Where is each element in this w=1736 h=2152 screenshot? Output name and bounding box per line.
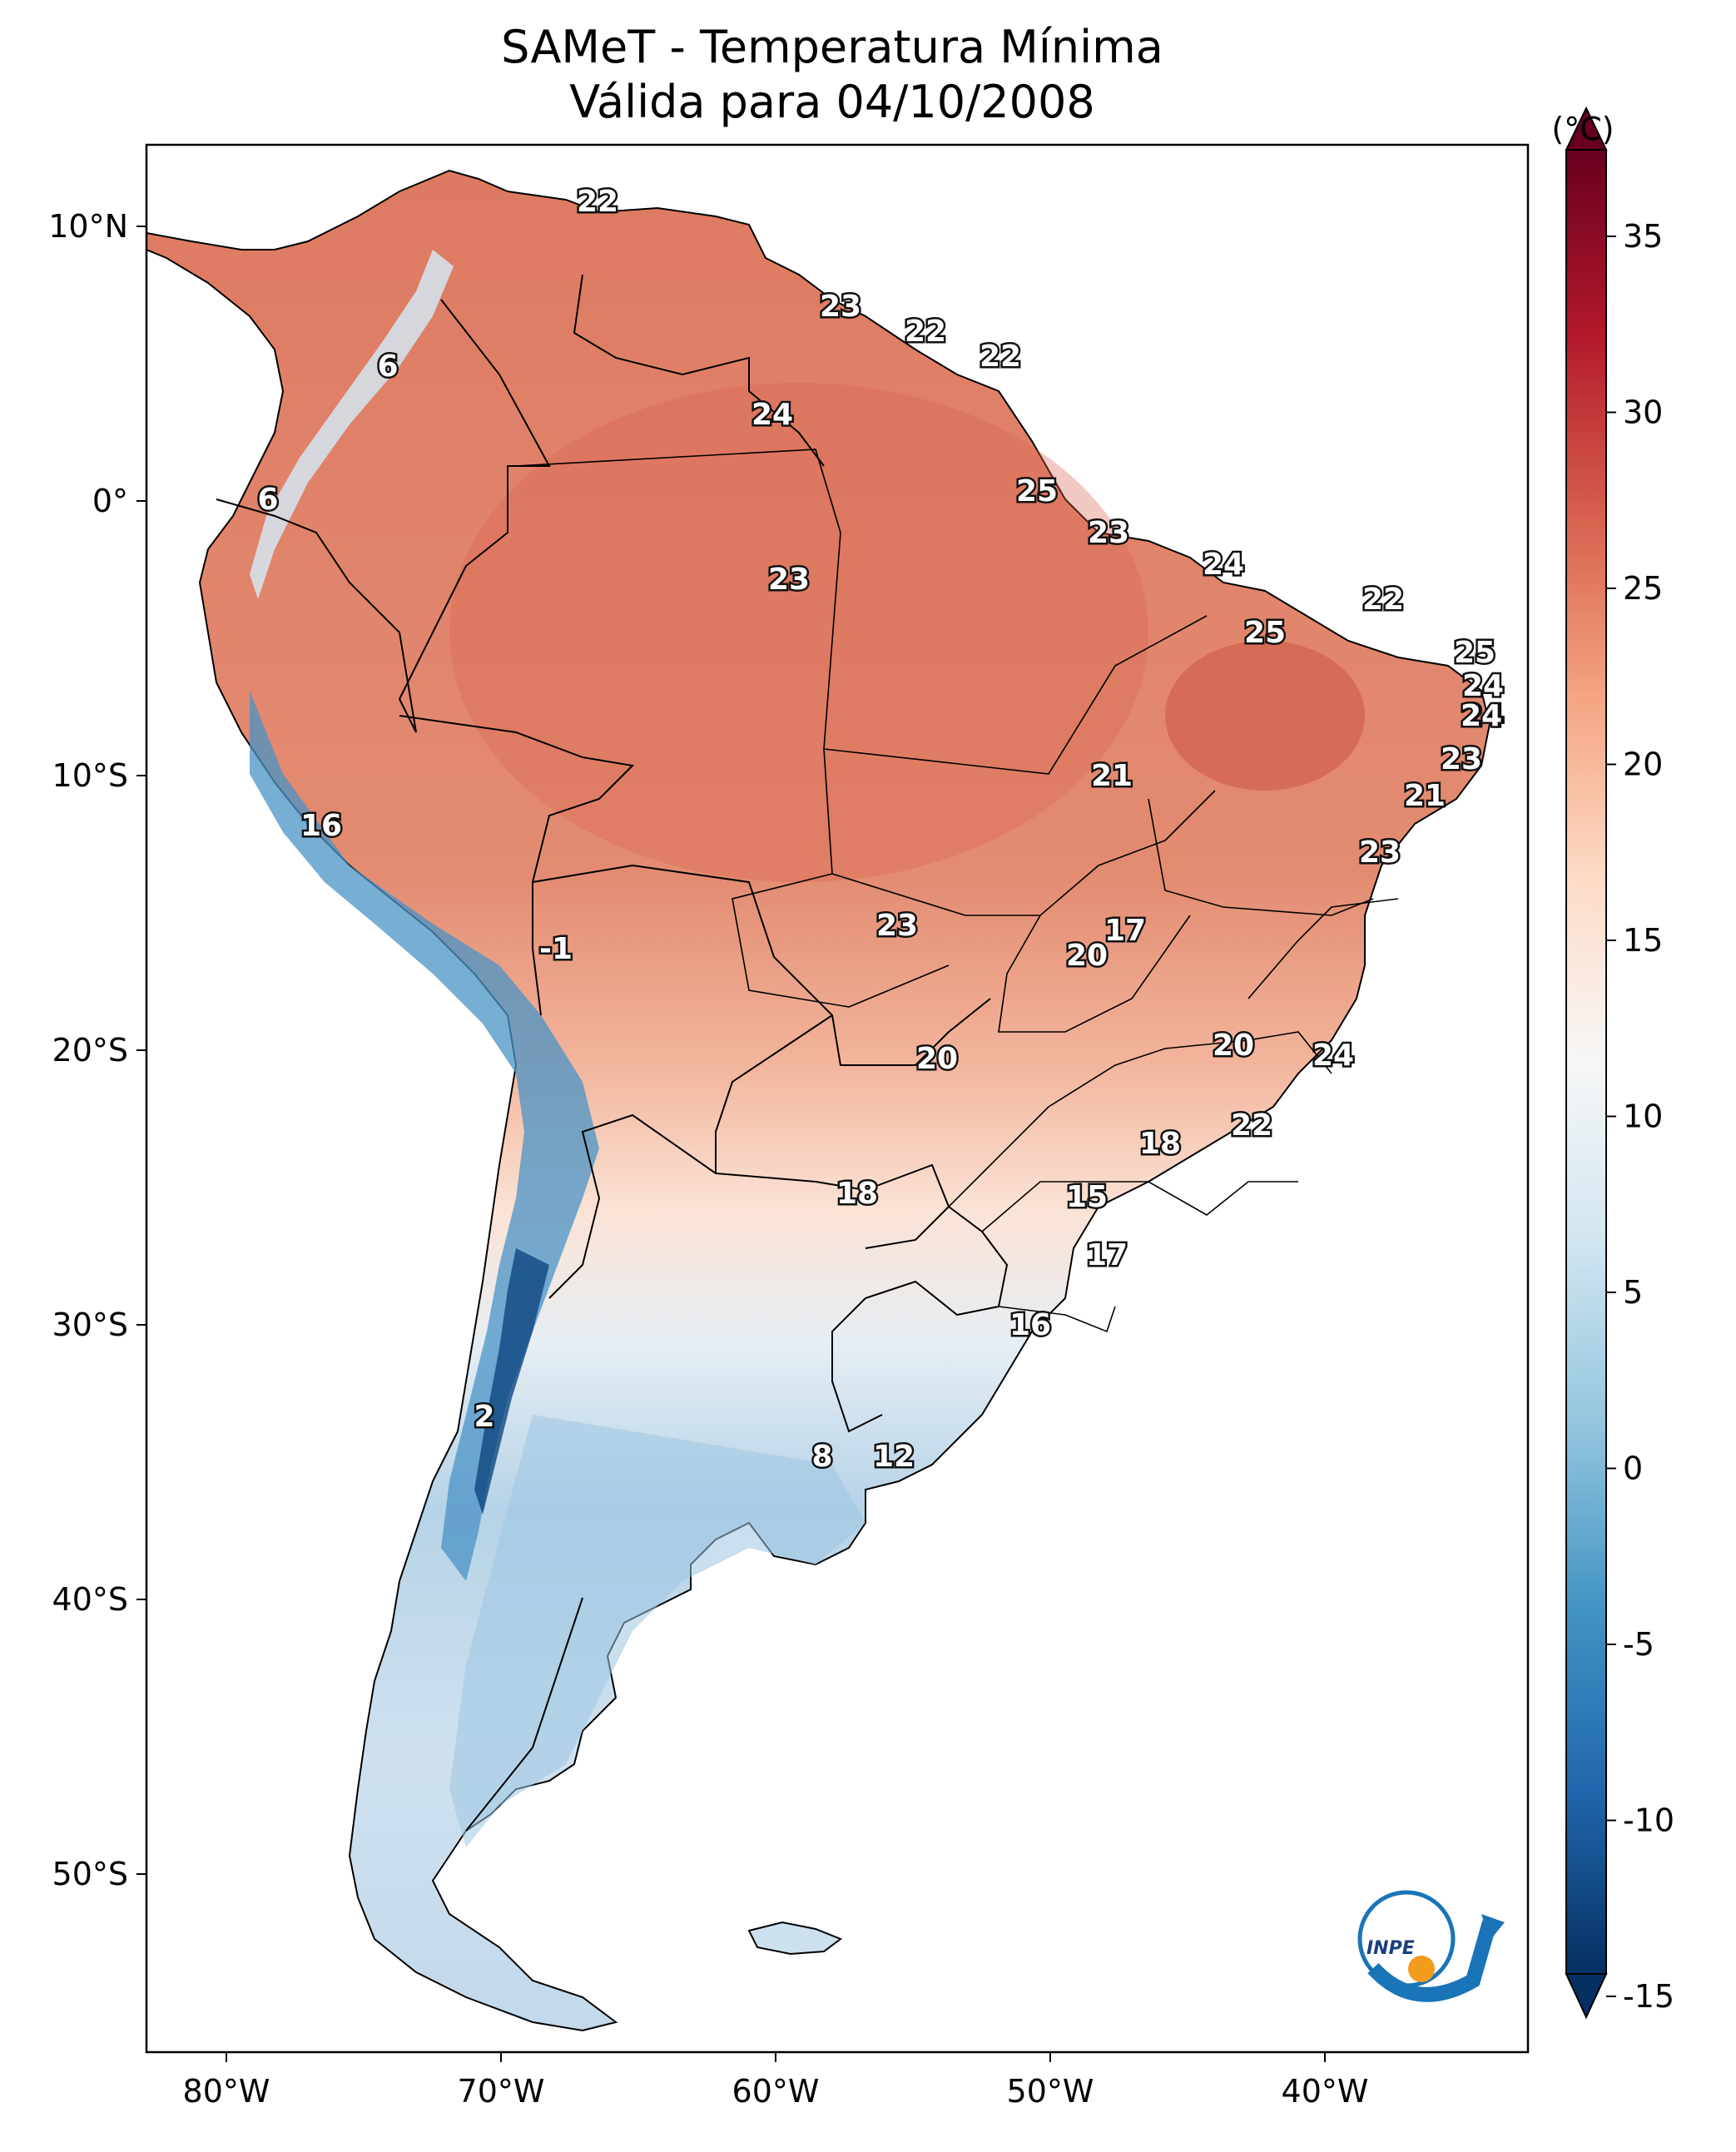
colorbar-tick-label: 0 — [1623, 1450, 1643, 1487]
chart-title: SAMeT - Temperatura Mínima — [501, 21, 1163, 73]
city-temperature-label: 16 — [300, 809, 342, 843]
colorbar-tick-label: 5 — [1623, 1274, 1643, 1311]
city-temperature-label: 24 — [1461, 699, 1502, 733]
city-temperature-label: 23 — [876, 909, 918, 943]
city-temperature-label: 18 — [836, 1177, 878, 1211]
state-borders — [515, 449, 1399, 1333]
city-temperature-label: 23 — [768, 563, 810, 597]
city-temperature-label: 24 — [1462, 699, 1504, 733]
city-temperature-label: 25 — [1244, 616, 1286, 650]
city-temperature-label: 22 — [577, 185, 618, 219]
city-temperature-label: 6 — [257, 483, 278, 517]
patagonia-cool — [449, 1415, 866, 1847]
city-temperature-label: 24 — [751, 398, 793, 432]
city-temperature-label: 24 — [1462, 669, 1504, 703]
north-andes-cool — [250, 250, 454, 599]
chart-subtitle: Válida para 04/10/2008 — [569, 76, 1095, 128]
longitude-tick-label: 70°W — [458, 2073, 545, 2110]
longitude-tick-label: 60°W — [732, 2073, 820, 2110]
longitude-tick-label: 80°W — [183, 2073, 270, 2110]
city-temperature-label: 20 — [916, 1042, 958, 1076]
city-temperature-label: 6 — [377, 350, 398, 384]
longitude-tick-label: 50°W — [1007, 2073, 1094, 2110]
city-temperature-label: 16 — [1009, 1308, 1051, 1342]
map-frame-border — [145, 143, 1530, 2054]
country-borders — [216, 274, 1009, 1832]
colorbar-tick-label: 25 — [1623, 570, 1663, 607]
city-temperature-label: 23 — [1441, 742, 1482, 776]
colorbar-ticks: 35 30 25 20 15 10 5 0 -5 -10 -15 — [1606, 218, 1674, 2015]
city-temperature-label: 22 — [1362, 583, 1404, 617]
hot-spot — [1165, 641, 1365, 791]
colorbar-min-arrow — [1565, 1973, 1608, 2020]
colorbar-tick-label: -10 — [1623, 1802, 1674, 1839]
inpe-logo-text: INPE — [1366, 1938, 1415, 1959]
colorbar-gradient — [1565, 149, 1607, 1975]
colorbar-tick-label: -5 — [1623, 1626, 1654, 1663]
andes-deep-cold — [474, 1248, 549, 1515]
city-temperature-label: 2 — [474, 1400, 494, 1434]
city-temperature-label: 22 — [905, 315, 946, 349]
latitude-tick-label: 10°S — [52, 757, 128, 794]
longitude-tick-label: 40°W — [1282, 2073, 1369, 2110]
city-temperature-label: 24 — [1312, 1039, 1354, 1073]
colorbar-tick-label: -15 — [1623, 1978, 1674, 2015]
city-temperature-label: 8 — [811, 1440, 832, 1474]
latitude-tick-label: 10°N — [48, 208, 128, 245]
falkland-islands — [747, 1921, 843, 1956]
colorbar-tick-label: 20 — [1623, 746, 1663, 783]
latitude-tick-label: 40°S — [52, 1581, 128, 1618]
inpe-logo: INPE — [1357, 1890, 1505, 2002]
colorbar-unit: (°C) — [1551, 111, 1614, 147]
city-temperature-label: 25 — [1016, 474, 1058, 508]
city-temperature-label: 20 — [1213, 1029, 1254, 1063]
city-temperature-label: -1 — [539, 932, 573, 966]
city-temperature-label: 22 — [980, 340, 1021, 374]
city-temperature-label: 23 — [820, 290, 861, 324]
latitude-tick-label: 30°S — [52, 1307, 128, 1343]
colorbar: (°C) 35 30 25 20 15 10 5 0 -5 -10 -15 — [1551, 106, 1674, 2020]
colorbar-tick-label: 15 — [1623, 922, 1663, 959]
city-temperature-label: 21 — [1404, 779, 1446, 813]
warm-region — [449, 383, 1148, 882]
latitude-tick-label: 20°S — [52, 1032, 128, 1069]
city-temperature-label: 25 — [1454, 636, 1495, 670]
city-temperature-label: 22 — [1231, 1108, 1272, 1143]
city-temperature-label: 23 — [1359, 836, 1401, 870]
latitude-tick-label: 50°S — [52, 1856, 128, 1892]
city-temperature-label: 21 — [1091, 759, 1133, 793]
latitude-tick-label: 0° — [92, 483, 128, 519]
city-temperature-label: 17 — [1086, 1238, 1128, 1272]
latitude-axis: 10°N 0° 10°S 20°S 30°S 40°S 50°S — [48, 208, 146, 1892]
city-temperature-label: 20 — [1066, 939, 1108, 973]
city-temperature-label: 12 — [873, 1440, 915, 1474]
colorbar-tick-label: 35 — [1623, 218, 1663, 255]
city-temperature-label: 18 — [1139, 1127, 1181, 1161]
colorbar-tick-label: 30 — [1623, 394, 1663, 431]
city-temperature-label: 15 — [1066, 1180, 1108, 1214]
city-temperature-label: 24 — [1203, 548, 1244, 582]
city-temperature-label: 17 — [1104, 914, 1146, 948]
longitude-axis: 80°W 70°W 60°W 50°W 40°W — [183, 2052, 1369, 2110]
city-temperature-label: 23 — [1088, 516, 1129, 550]
colorbar-tick-label: 10 — [1623, 1098, 1663, 1135]
